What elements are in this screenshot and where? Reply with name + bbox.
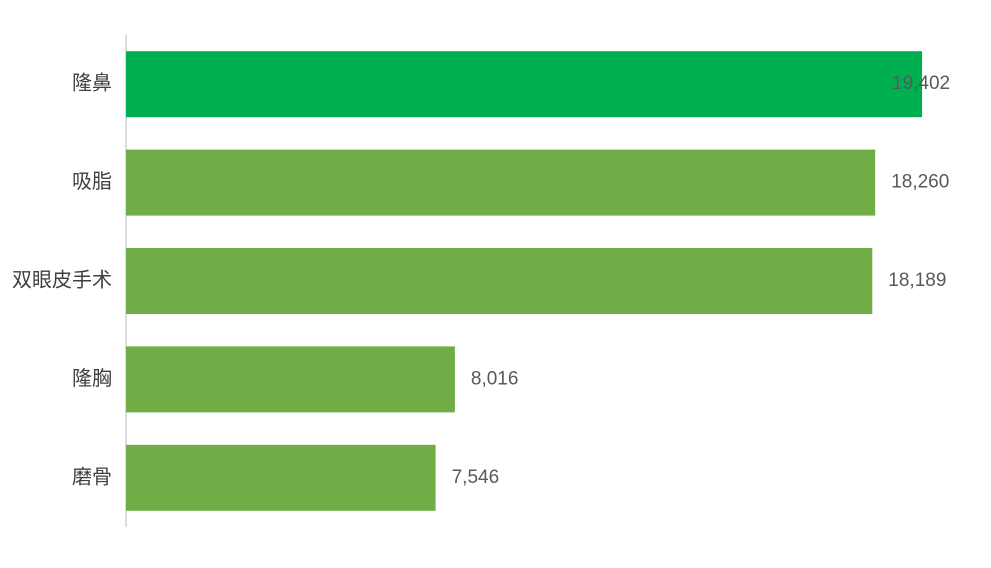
category-label: 隆胸: [72, 366, 112, 390]
value-label: 8,016: [471, 368, 519, 389]
bar: [126, 346, 455, 413]
value-label: 18,189: [888, 270, 946, 291]
bar: [126, 248, 873, 314]
category-label: 双眼皮手术: [12, 268, 112, 292]
value-label: 7,546: [452, 467, 500, 488]
bar: [126, 444, 436, 511]
category-label: 隆鼻: [72, 71, 112, 95]
bar: [126, 51, 923, 118]
category-label: 吸脂: [72, 169, 112, 193]
bar: [126, 149, 876, 216]
category-label: 磨骨: [72, 464, 112, 488]
value-label: 18,260: [891, 172, 949, 193]
value-label: 19,402: [892, 73, 950, 94]
